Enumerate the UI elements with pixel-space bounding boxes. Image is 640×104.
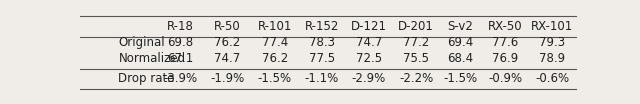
Text: 79.3: 79.3 — [540, 36, 566, 49]
Text: -1.1%: -1.1% — [305, 72, 339, 85]
Text: 77.6: 77.6 — [492, 36, 518, 49]
Text: 74.7: 74.7 — [356, 36, 382, 49]
Text: 78.9: 78.9 — [540, 52, 566, 65]
Text: 77.5: 77.5 — [308, 52, 335, 65]
Text: 69.4: 69.4 — [447, 36, 474, 49]
Text: -1.5%: -1.5% — [444, 72, 477, 85]
Text: Original: Original — [118, 36, 165, 49]
Text: 77.4: 77.4 — [262, 36, 288, 49]
Text: 69.8: 69.8 — [168, 36, 193, 49]
Text: R-50: R-50 — [214, 20, 241, 33]
Text: R-101: R-101 — [257, 20, 292, 33]
Text: 76.9: 76.9 — [492, 52, 518, 65]
Text: -2.9%: -2.9% — [352, 72, 386, 85]
Text: 74.7: 74.7 — [214, 52, 241, 65]
Text: 67.1: 67.1 — [167, 52, 193, 65]
Text: -1.5%: -1.5% — [258, 72, 292, 85]
Text: RX-50: RX-50 — [488, 20, 523, 33]
Text: D-201: D-201 — [398, 20, 434, 33]
Text: 75.5: 75.5 — [403, 52, 429, 65]
Text: 76.2: 76.2 — [262, 52, 288, 65]
Text: S-v2: S-v2 — [448, 20, 474, 33]
Text: R-152: R-152 — [305, 20, 339, 33]
Text: -1.9%: -1.9% — [211, 72, 244, 85]
Text: 77.2: 77.2 — [403, 36, 429, 49]
Text: R-18: R-18 — [167, 20, 194, 33]
Text: 76.2: 76.2 — [214, 36, 241, 49]
Text: D-121: D-121 — [351, 20, 387, 33]
Text: -0.9%: -0.9% — [488, 72, 522, 85]
Text: 72.5: 72.5 — [356, 52, 382, 65]
Text: RX-101: RX-101 — [531, 20, 573, 33]
Text: 78.3: 78.3 — [308, 36, 335, 49]
Text: -3.9%: -3.9% — [163, 72, 198, 85]
Text: Normalized: Normalized — [118, 52, 186, 65]
Text: 68.4: 68.4 — [447, 52, 474, 65]
Text: -2.2%: -2.2% — [399, 72, 433, 85]
Text: -0.6%: -0.6% — [536, 72, 570, 85]
Text: Drop rate: Drop rate — [118, 72, 175, 85]
